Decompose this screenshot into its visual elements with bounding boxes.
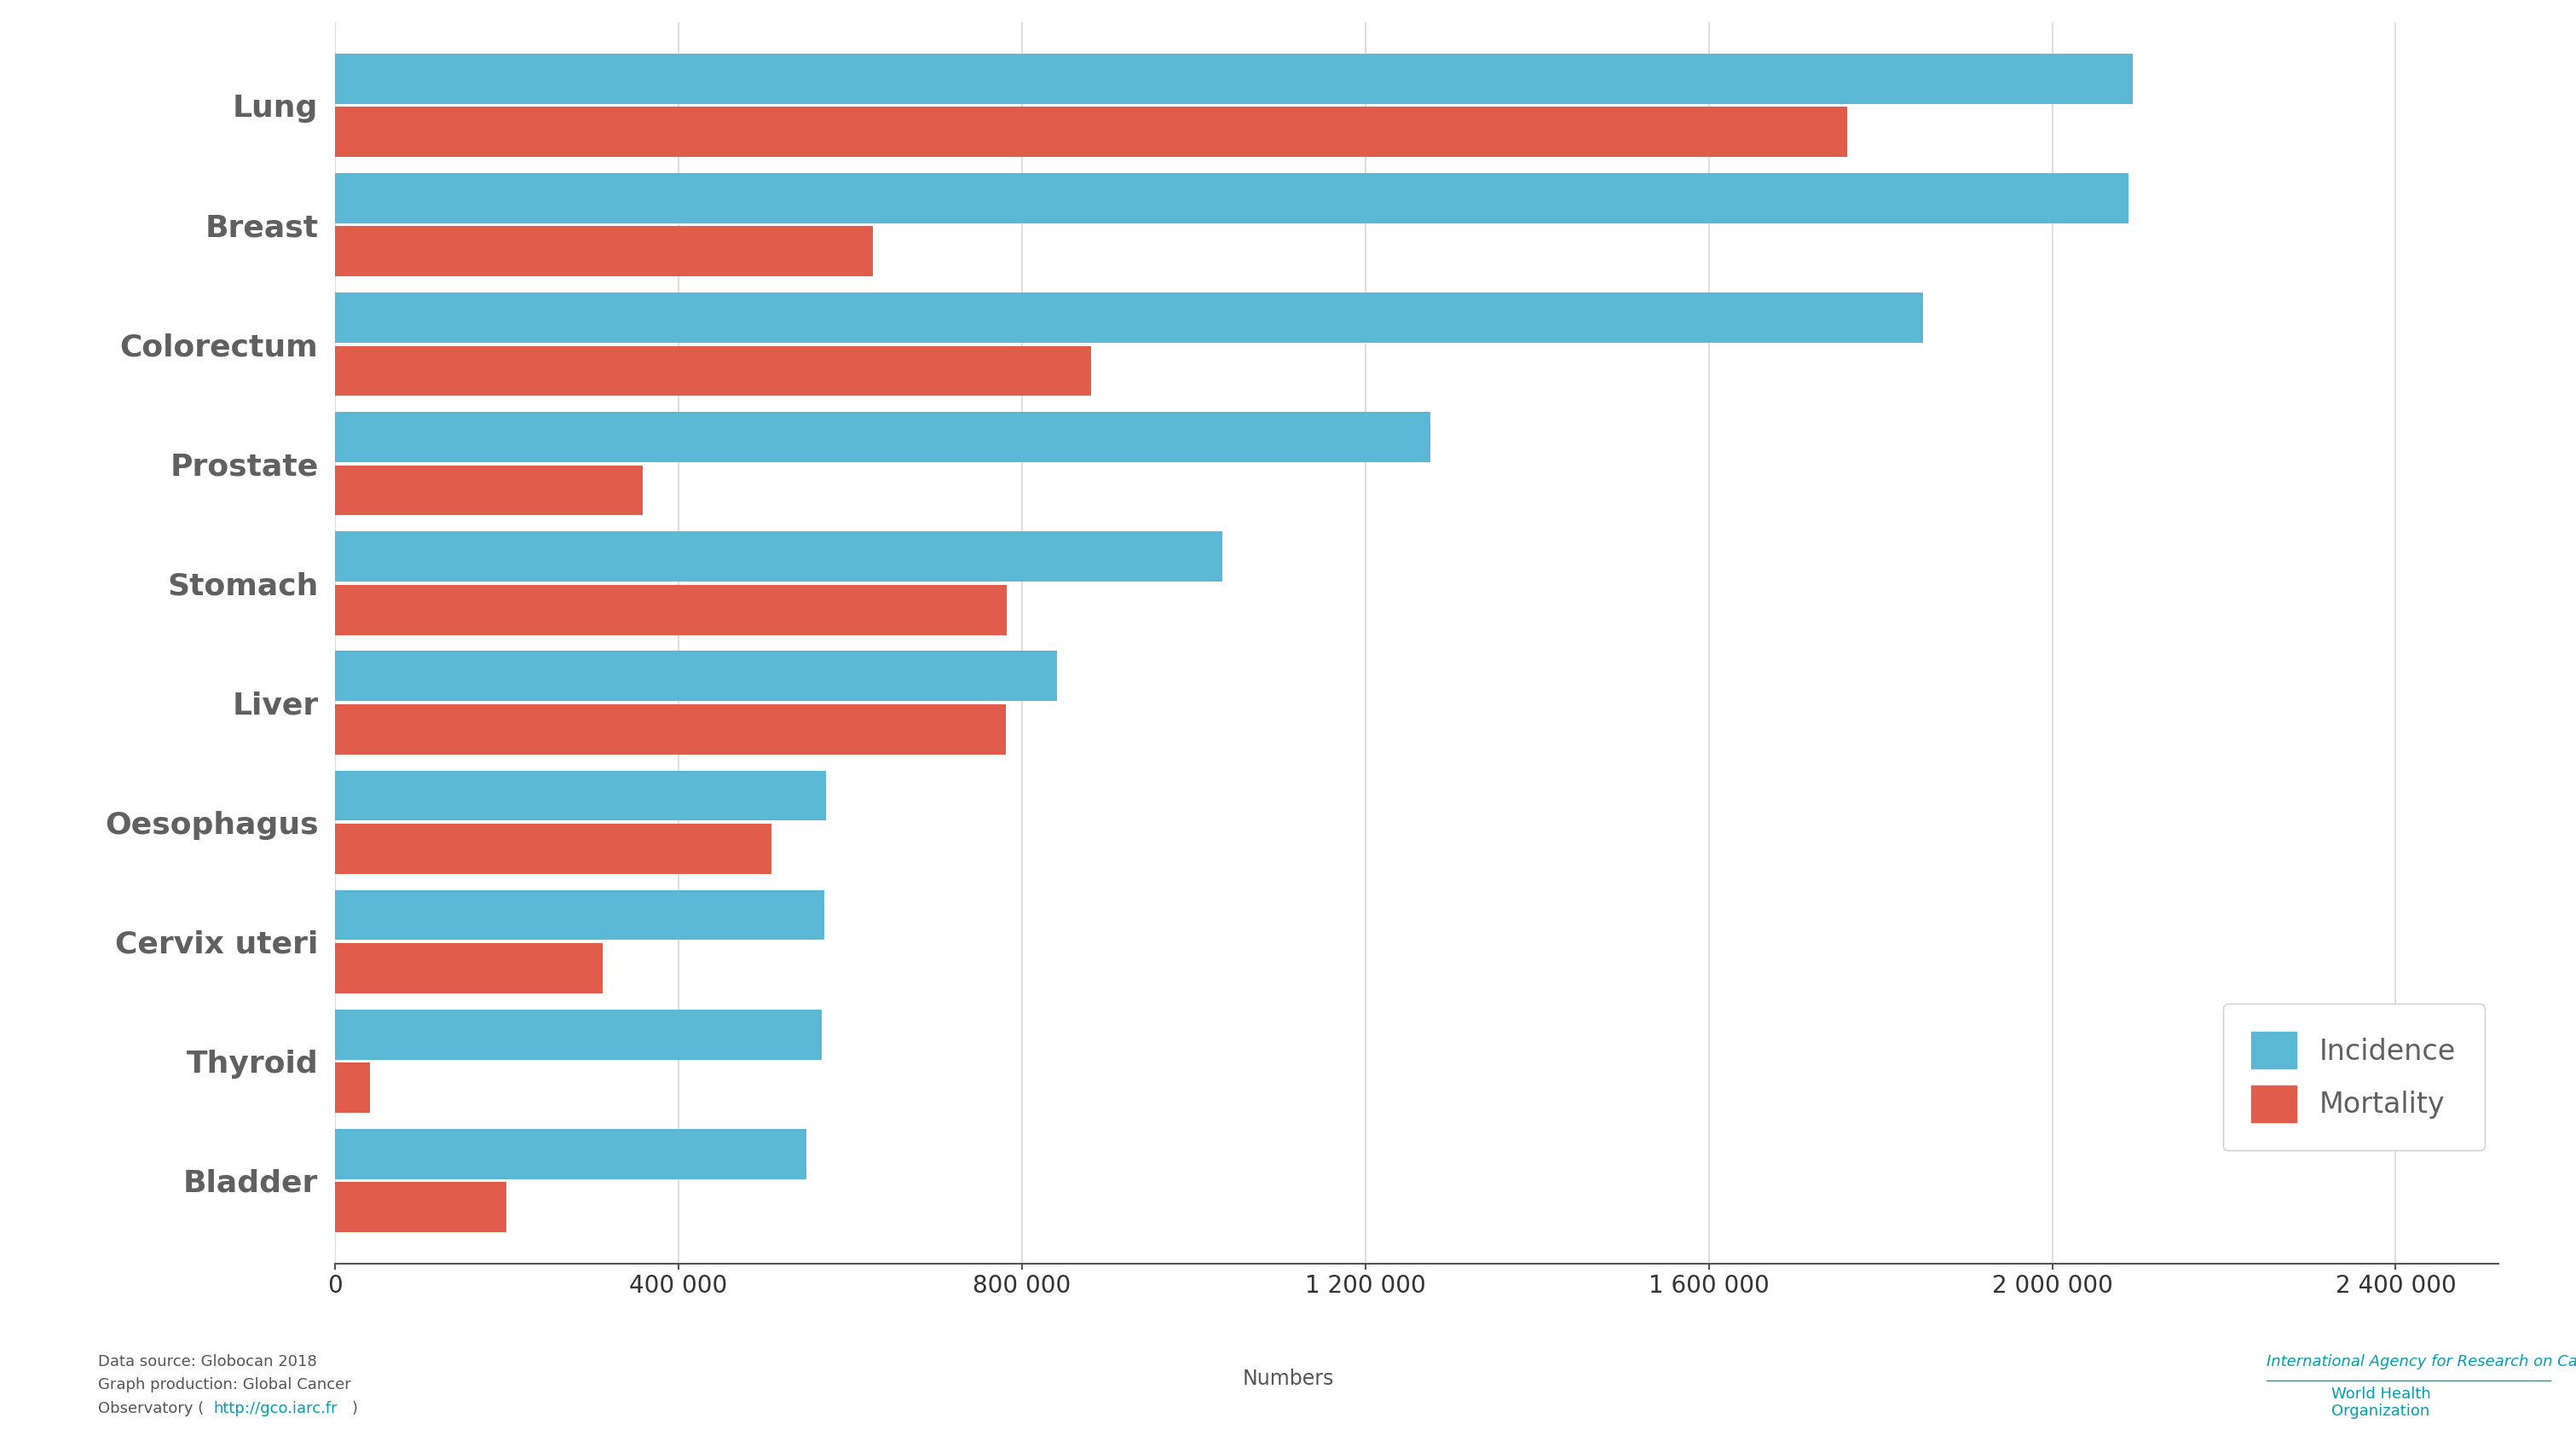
Text: ): ) [350,1401,358,1417]
Bar [335,651,1056,702]
Legend: Incidence, Mortality: Incidence, Mortality [2223,1004,2483,1151]
Bar [335,465,644,516]
Text: Graph production: Global Cancer: Graph production: Global Cancer [98,1377,350,1393]
Text: Data source: Globocan 2018: Data source: Globocan 2018 [98,1354,317,1370]
Bar [335,108,1847,157]
Bar [335,532,1224,581]
Bar [335,1181,507,1232]
Bar [335,824,773,873]
Text: http://gco.iarc.fr: http://gco.iarc.fr [214,1401,337,1417]
Bar [335,54,2133,105]
Bar [335,1062,371,1113]
Text: Observatory (: Observatory ( [98,1401,204,1417]
Text: International Agency for Research on Cancer: International Agency for Research on Can… [2267,1354,2576,1370]
Bar [335,346,1092,397]
Text: Numbers: Numbers [1242,1369,1334,1389]
Bar [335,705,1007,754]
Bar [335,1129,806,1178]
Bar [335,889,824,940]
Bar [335,770,827,821]
Bar [335,292,1924,343]
Bar [335,584,1007,635]
Bar [335,943,603,994]
Bar [335,1010,822,1059]
Bar [335,413,1430,462]
Bar [335,173,2128,224]
Bar [335,227,873,276]
Text: World Health
Organization: World Health Organization [2331,1386,2432,1420]
